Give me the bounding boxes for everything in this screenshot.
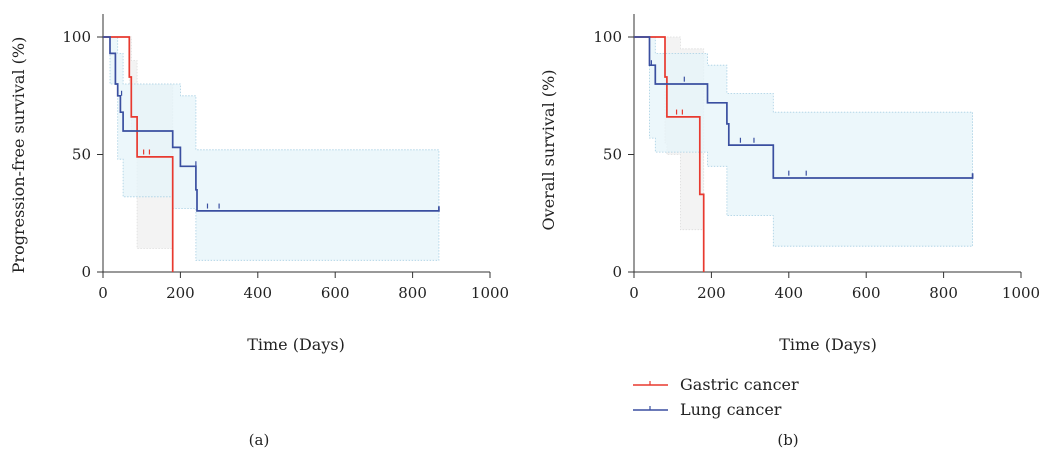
panel-a-chart: 0 200 400 600 800 1000 0 50 100 Time (Days) Prog… [9,14,509,449]
panel-a-x-tick-label: 200 [166,284,195,302]
legend-item-gastric: Gastric cancer [633,375,799,394]
panel-a-series [103,36,440,272]
panel-a-x-tick-label: 0 [98,284,108,302]
panel-a-x-tick-label: 800 [398,284,427,302]
panel-b-ci-band-lung [634,36,973,247]
panel-a-ylabel: Progression-free survival (%) [9,37,28,274]
panel-b-ylabel: Overall survival (%) [539,70,558,231]
panel-b-series-line-gastric [634,36,705,272]
panel-a-label: (a) [249,431,270,449]
panel-b-chart: 0 200 400 600 800 1000 0 50 100 Time (Days) Over… [539,14,1040,449]
panel-b-y-tick-label: 100 [593,28,622,46]
panel-b-x-tick-label: 0 [629,284,639,302]
panel-b-series [634,36,974,272]
panel-b-x-tick-label: 1000 [1002,284,1040,302]
legend-label-lung: Lung cancer [680,400,782,419]
panel-a-x-tick-label: 600 [321,284,350,302]
panel-b-label: (b) [777,431,798,449]
panel-a-ci-band-lung [103,36,440,261]
panel-b-confidence-bands [634,36,973,247]
panel-a-y-tick-label: 0 [81,263,91,281]
panel-b-xlabel: Time (Days) [779,335,877,354]
panel-b-axes: 0 200 400 600 800 1000 0 50 100 [593,14,1040,302]
legend-label-gastric: Gastric cancer [680,375,799,394]
panel-a-xlabel: Time (Days) [247,335,345,354]
panel-a-x-tick-label: 1000 [471,284,509,302]
panel-b-x-tick-label: 200 [697,284,726,302]
panel-a-confidence-bands [103,36,440,261]
panel-b-y-tick-label: 0 [612,263,622,281]
panel-a-y-tick-label: 50 [72,146,91,164]
panel-b-x-tick-label: 400 [774,284,803,302]
panel-b-x-tick-label: 800 [929,284,958,302]
panel-a-series-line-gastric [103,36,174,272]
legend-item-lung: Lung cancer [633,400,782,419]
panel-b-y-tick-label: 50 [603,146,622,164]
panel-a-series-line-lung [103,36,440,212]
legend: Gastric cancer Lung cancer [633,375,799,419]
panel-a-x-tick-label: 400 [243,284,272,302]
panel-a-y-tick-label: 100 [62,28,91,46]
panel-b-x-tick-label: 600 [852,284,881,302]
panel-a-axes: 0 200 400 600 800 1000 0 50 100 [62,14,509,302]
